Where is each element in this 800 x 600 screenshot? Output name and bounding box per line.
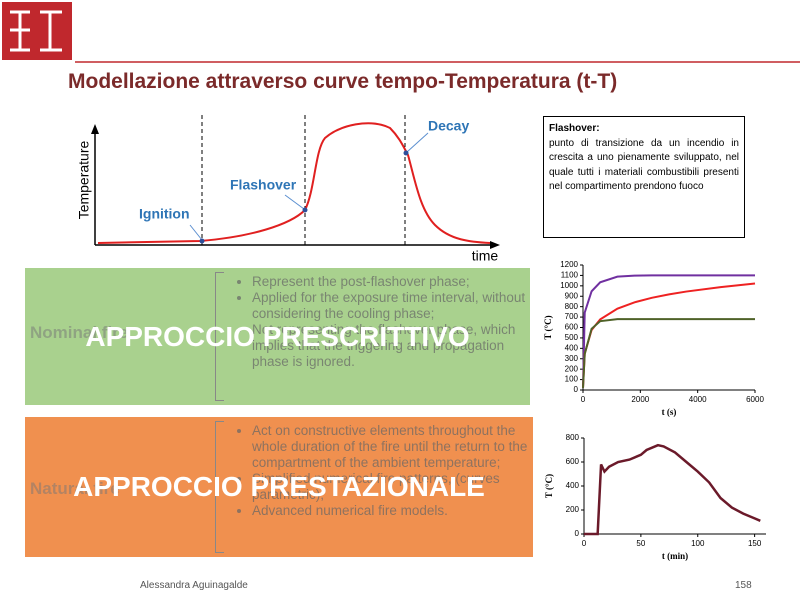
phase-label: Flashover: [230, 177, 297, 193]
x-tick-label: 4000: [689, 395, 707, 404]
brace: [215, 421, 224, 553]
y-tick-label: 200: [565, 364, 579, 373]
box-overlay: APPROCCIO PRESCRITTIVO: [85, 320, 470, 352]
bullet: Act on constructive elements throughout …: [252, 423, 542, 471]
y-tick-label: 400: [565, 343, 579, 352]
series-line: [582, 318, 755, 388]
point: [403, 150, 409, 156]
diagram-y-label: Temperature: [76, 140, 92, 219]
box-label: Natural fire: [30, 479, 120, 498]
y-tick-label: 600: [566, 457, 580, 466]
pointer: [189, 224, 203, 241]
arrowhead: [490, 241, 500, 249]
slide-title: Modellazione attraverso curve tempo-Temp…: [68, 70, 618, 93]
bullet: Represent the post-flashover phase;: [252, 274, 542, 290]
y-axis-label: T (°C): [544, 474, 554, 498]
x-tick-label: 50: [636, 539, 645, 548]
note-title: Flashover:: [549, 123, 600, 134]
pointer: [406, 132, 429, 153]
note: Flashover: punto di transizione da un inc…: [543, 116, 745, 238]
y-tick-label: 800: [565, 302, 579, 311]
bullet-list: Act on constructive elements throughout …: [230, 423, 542, 519]
series-line: [584, 443, 761, 536]
y-axis-label: T (°C): [543, 315, 553, 339]
y-tick-label: 1000: [560, 281, 578, 290]
page-number: 158: [735, 580, 752, 591]
pointer: [284, 194, 305, 210]
y-tick-label: 300: [565, 354, 579, 363]
bullet: Applied for the exposure time interval, …: [252, 290, 542, 322]
approach-box: Nominal fire Represent the post-flashove…: [25, 268, 530, 405]
bullet-list: Represent the post-flashover phase; Appl…: [230, 274, 542, 370]
approach-box: Natural fire Act on constructive element…: [25, 417, 533, 557]
x-tick-label: 0: [581, 395, 586, 404]
fire-curve: [97, 122, 491, 244]
x-tick-label: 6000: [746, 395, 764, 404]
note-text: punto di transizione da un incendio in c…: [549, 137, 739, 193]
footer-author: Alessandra Aguinagalde: [140, 580, 248, 591]
bullet: Not representing the flashover phase, wh…: [252, 322, 542, 370]
x-tick-label: 0: [582, 539, 587, 548]
series-line: [582, 274, 755, 388]
brace: [215, 272, 224, 401]
point: [302, 207, 308, 213]
box-overlay: APPROCCIO PRESTAZIONALE: [73, 471, 485, 502]
diagram-x-label: time: [472, 248, 499, 264]
series-line: [582, 282, 756, 388]
y-tick-label: 600: [565, 323, 579, 332]
y-tick-label: 100: [565, 375, 579, 384]
x-axis-label: t (min): [662, 551, 688, 561]
arrowhead: [91, 124, 99, 134]
bullet: Advanced numerical fire models.: [252, 503, 542, 519]
logo-glyph: [10, 10, 62, 52]
box-label: Nominal fire: [30, 323, 129, 342]
y-tick-label: 1100: [561, 271, 579, 280]
x-tick-label: 150: [748, 539, 762, 548]
y-tick-label: 500: [565, 333, 579, 342]
y-tick-label: 200: [566, 505, 580, 514]
y-tick-label: 700: [565, 312, 579, 321]
x-tick-label: 2000: [631, 395, 649, 404]
y-tick-label: 0: [575, 529, 580, 538]
y-tick-label: 800: [566, 433, 580, 442]
phase-label: Ignition: [139, 206, 190, 222]
y-tick-label: 0: [574, 385, 579, 394]
bullet: Simplified numerical fire patterns, (cur…: [252, 471, 542, 503]
y-tick-label: 900: [565, 291, 579, 300]
y-tick-label: 1200: [560, 260, 578, 269]
x-tick-label: 100: [691, 539, 705, 548]
phase-label: Decay: [428, 118, 469, 134]
fire-diagram: Temperature time Ignition Flashover Deca…: [76, 115, 500, 264]
point: [199, 238, 205, 244]
x-axis-label: t (s): [662, 407, 677, 417]
y-tick-label: 400: [566, 481, 580, 490]
